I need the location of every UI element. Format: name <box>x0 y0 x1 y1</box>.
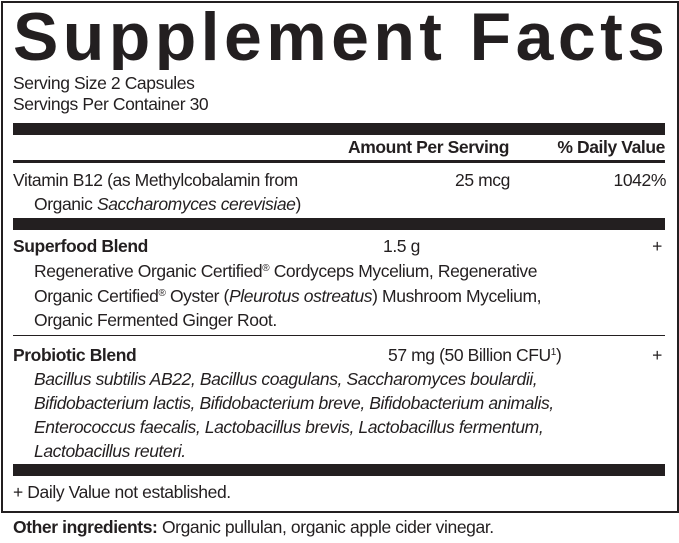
probiotic-line-3: Lactobacillus reuteri. <box>34 441 186 461</box>
text-segment: Vitamin B12 (as Methylcobalamin from <box>13 170 298 190</box>
title-text: Supplement Facts <box>13 0 665 70</box>
text-segment: AB22, <box>145 369 200 389</box>
vitamin-amount: 25 mcg <box>455 170 510 190</box>
supplement-facts-panel <box>1 1 679 513</box>
probiotic-line-0: Bacillus subtilis AB22, Bacillus coagula… <box>34 369 538 389</box>
probiotic-line-1: Bifidobacterium lactis, Bifidobacterium … <box>34 393 554 413</box>
probiotic-line-2: Enterococcus faecalis, Lactobacillus bre… <box>34 417 544 437</box>
text-segment: Bacillus subtilis <box>34 369 146 389</box>
text-segment: Bacillus coagulans, Saccharomyces boular… <box>199 369 538 389</box>
text-segment: ) <box>295 194 302 214</box>
superfood-blend-daily-value: + <box>652 236 662 256</box>
registered-mark: ® <box>158 288 166 299</box>
text-segment: Cordyceps Mycelium, Regenerative <box>269 261 538 281</box>
footnote: + Daily Value not established. <box>13 482 231 502</box>
text-segment: Bifidobacterium lactis, Bifidobacterium … <box>34 393 554 413</box>
text-segment: Oyster ( <box>165 286 229 306</box>
serving-size: Serving Size 2 Capsules <box>13 73 195 93</box>
header-amount: Amount Per Serving <box>347 137 509 157</box>
other-ingredients: Other ingredients: Organic pullulan, org… <box>13 517 494 537</box>
registered-mark: ® <box>262 263 270 274</box>
probiotic-amount-text: 57 mg (50 Billion CFU <box>388 345 551 365</box>
text-segment: Pleurotus ostreatus <box>228 286 373 306</box>
vitamin-line-0: Vitamin B12 (as Methylcobalamin from <box>13 170 298 190</box>
text-segment: Saccharomyces cerevisiae <box>96 194 296 214</box>
text-segment: Organic <box>34 194 97 214</box>
text-segment: ) Mushroom Mycelium, <box>372 286 542 306</box>
text-segment: Organic Certified <box>34 286 159 306</box>
text-segment: Enterococcus faecalis, Lactobacillus bre… <box>34 417 544 437</box>
text-segment: Regenerative Organic Certified <box>34 261 263 281</box>
header-daily-value: % Daily Value <box>557 137 665 157</box>
servings-per-container: Servings Per Container 30 <box>13 94 209 114</box>
probiotic-amount-end: ) <box>555 345 562 365</box>
other-ingredients-text: Organic pullulan, organic apple cider vi… <box>157 517 494 537</box>
probiotic-blend-name: Probiotic Blend <box>13 345 137 365</box>
divider-thick <box>13 464 665 476</box>
divider-thin <box>13 335 665 336</box>
vitamin-line-1: Organic Saccharomyces cerevisiae) <box>34 194 301 214</box>
divider-thick <box>13 123 665 135</box>
divider-thick <box>13 218 665 230</box>
superfood-line-1: Organic Certified® Oyster (Pleurotus ost… <box>34 286 542 306</box>
other-ingredients-label: Other ingredients: <box>13 517 158 537</box>
text-segment: Organic Fermented Ginger Root. <box>34 310 277 330</box>
footnote-marker: 1 <box>550 347 557 358</box>
divider-medium <box>13 160 665 163</box>
superfood-line-0: Regenerative Organic Certified® Cordycep… <box>34 261 538 281</box>
text-segment: Lactobacillus reuteri. <box>34 441 186 461</box>
probiotic-blend-amount: 57 mg (50 Billion CFU1) <box>388 345 562 365</box>
probiotic-blend-daily-value: + <box>652 345 662 365</box>
superfood-line-2: Organic Fermented Ginger Root. <box>34 310 277 330</box>
superfood-blend-amount: 1.5 g <box>383 236 420 256</box>
superfood-blend-name: Superfood Blend <box>13 236 148 256</box>
title: Supplement Facts <box>13 0 665 70</box>
vitamin-daily-value: 1042% <box>613 170 667 190</box>
